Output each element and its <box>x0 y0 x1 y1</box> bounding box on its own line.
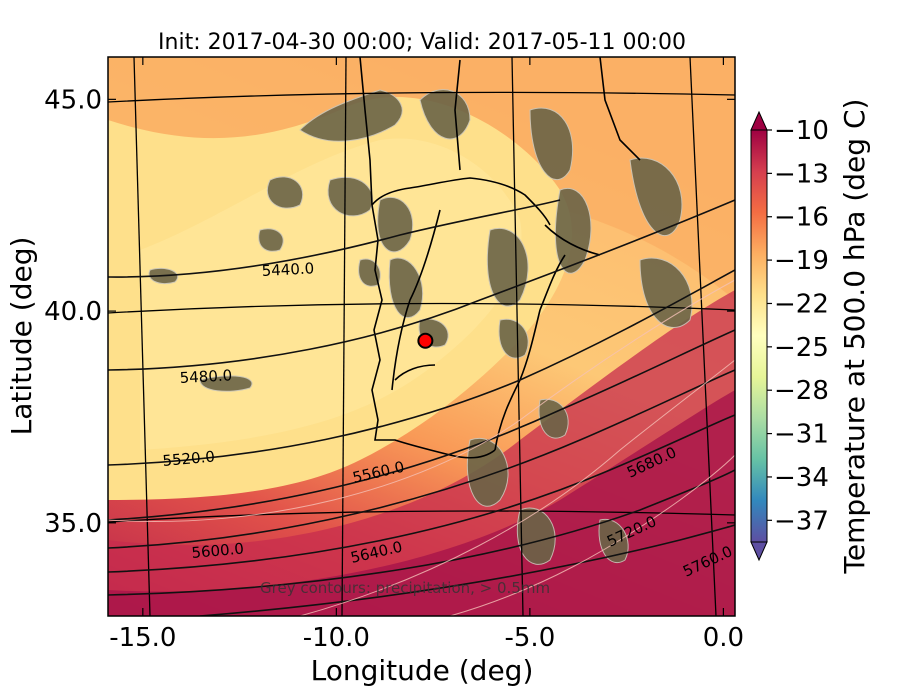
plot-frame <box>107 56 736 617</box>
colorbar-label: Temperature at 500.0 hPa (deg C) <box>838 99 871 575</box>
map-plot-area: 5440.0 5480.0 5520.0 5560.0 5600.0 5640.… <box>108 57 735 616</box>
colorbar-ticks: −10 −13 −16 −19 −22 −25 −28 −31 −34 −37 <box>767 116 829 536</box>
contour-label: 5440.0 <box>261 259 314 280</box>
colorbar-tick-label: −28 <box>774 376 829 406</box>
colorbar-tick-label: −25 <box>774 333 829 363</box>
colorbar-tick-label: −22 <box>774 289 829 319</box>
colorbar-tick-label: −13 <box>774 159 829 189</box>
colorbar-extend-bottom <box>750 541 768 562</box>
y-axis-ticks: 35.0 40.0 45.0 <box>44 85 735 539</box>
colorbar-tick-label: −34 <box>774 463 829 493</box>
temperature-contours <box>108 279 735 616</box>
y-tick-label: 35.0 <box>44 509 102 539</box>
x-tick-label: -10.0 <box>303 623 370 653</box>
graticule <box>108 57 735 616</box>
height-contours <box>108 199 735 616</box>
y-tick-label: 40.0 <box>44 297 102 327</box>
contour-label: 5600.0 <box>191 539 245 562</box>
colorbar-tick-label: −37 <box>774 506 829 536</box>
y-axis-label: Latitude (deg) <box>5 237 38 436</box>
colorbar-extend-top <box>750 110 768 131</box>
colorbar-scale <box>750 129 768 543</box>
contour-label: 5520.0 <box>162 447 216 470</box>
coastlines-and-borders <box>359 57 641 459</box>
x-axis-label: Longitude (deg) <box>311 654 534 687</box>
colorbar-tick-label: −10 <box>774 116 829 146</box>
colorbar-tick-label: −16 <box>774 203 829 233</box>
x-tick-label: -15.0 <box>109 623 176 653</box>
temperature-hot-south <box>108 390 735 616</box>
location-marker <box>417 332 434 349</box>
x-tick-label: -5.0 <box>505 623 556 653</box>
contour-label: 5480.0 <box>179 366 232 387</box>
x-axis-ticks: -15.0 -10.0 -5.0 0.0 <box>109 57 744 653</box>
precipitation-contours <box>148 89 693 565</box>
temperature-core-inner <box>140 138 522 450</box>
map-title: Init: 2017-04-30 00:00; Valid: 2017-05-1… <box>158 30 686 55</box>
precipitation-note: Grey contours: precipitation, > 0.5mm <box>260 579 550 597</box>
colorbar: −10 −13 −16 −19 −22 −25 −28 −31 −34 −37 Temperatu… <box>750 99 871 575</box>
y-tick-label: 45.0 <box>44 85 102 115</box>
x-tick-label: 0.0 <box>703 623 744 653</box>
colorbar-tick-label: −31 <box>774 420 829 450</box>
colorbar-tick-label: −19 <box>774 246 829 276</box>
